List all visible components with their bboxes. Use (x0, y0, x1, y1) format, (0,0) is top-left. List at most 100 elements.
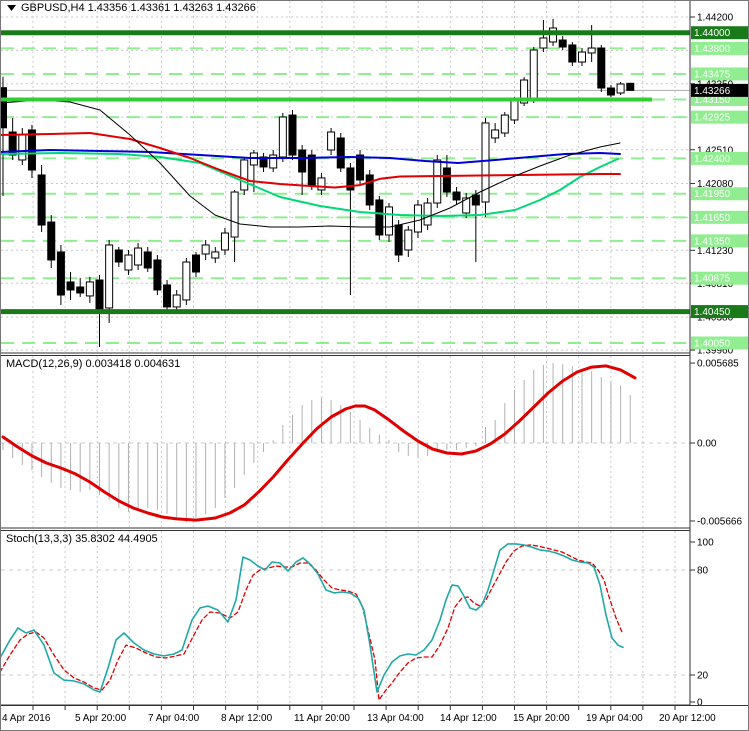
candle-body (375, 199, 384, 236)
candle-body (462, 197, 471, 214)
price-level-badge: 1.43800 (694, 44, 731, 55)
strong-level-badge-bg (691, 26, 748, 40)
candle-body (423, 202, 432, 226)
candle-body (47, 221, 56, 261)
candle-body (404, 229, 413, 251)
candle-body (114, 249, 123, 263)
main-chart-panel[interactable] (0, 0, 691, 354)
candle-body (481, 122, 490, 203)
candle-body (365, 174, 374, 206)
price-level-badge-bg (691, 41, 748, 55)
candle-body (471, 194, 480, 206)
candle-body (452, 191, 461, 201)
price-level-badge-bg (691, 271, 748, 285)
candle-body (278, 116, 287, 158)
price-level-badge-bg (691, 110, 748, 124)
stoch-k-line (0, 543, 624, 693)
candle-body (606, 87, 615, 96)
ma-blue-line (0, 149, 621, 164)
stoch-axis-label: 20 (697, 671, 709, 682)
ma-black-line (0, 99, 621, 228)
price-level-badge: 1.42400 (694, 154, 731, 165)
candle-body (491, 129, 500, 139)
price-level-badge: 1.40875 (694, 274, 731, 285)
time-axis-bg (0, 705, 749, 731)
price-level-badge-bg (691, 187, 748, 201)
time-axis-label: 5 Apr 20:00 (75, 713, 127, 724)
candle-body (317, 177, 326, 191)
stochastic-panel[interactable] (0, 530, 691, 706)
candle-body (298, 149, 307, 173)
price-level-badge: 1.40050 (694, 339, 731, 350)
ma-red-line (0, 132, 621, 189)
price-level-badge: 1.43150 (694, 95, 731, 106)
time-axis-label: 20 Apr 12:00 (659, 713, 716, 724)
price-axis: 1.442001.433501.425101.420801.412301.408… (689, 0, 748, 709)
price-level-badge-bg (691, 67, 748, 81)
candle-body (105, 244, 114, 309)
candle-body (327, 131, 336, 151)
candle-body (356, 154, 365, 181)
candle-body (616, 83, 625, 94)
price-level-badge: 1.43475 (694, 69, 731, 80)
macd-panel-frame (0, 355, 691, 529)
candle-body (269, 154, 278, 169)
strong-level-badge: 1.44000 (694, 28, 731, 39)
macd-axis-label: -0.005666 (697, 517, 742, 528)
candle-body (336, 137, 345, 169)
candle-body (95, 279, 104, 313)
candle-body (76, 286, 85, 294)
candle-body (626, 82, 635, 91)
price-level-badge-bg (691, 210, 748, 224)
time-axis-label: 11 Apr 20:00 (294, 713, 350, 724)
candle-body (259, 156, 268, 168)
price-axis-label: 1.44200 (697, 13, 734, 24)
candle-body (442, 167, 451, 193)
macd-signal-line (1, 364, 637, 522)
price-level-badge-bg (691, 336, 748, 350)
time-axis-label: 14 Apr 12:00 (440, 713, 497, 724)
candle-body (587, 47, 596, 54)
symbol-dropdown-icon[interactable] (7, 5, 16, 11)
candle-body (230, 191, 239, 238)
stoch-panel-frame (0, 530, 691, 706)
candle-body (288, 114, 297, 156)
candle-body (172, 294, 181, 308)
candle-body (0, 87, 7, 129)
candle-body (143, 251, 152, 269)
price-level-badge: 1.41950 (694, 189, 731, 200)
candle-body (163, 284, 172, 308)
candle-body (568, 44, 577, 63)
price-axis-label: 1.39960 (697, 346, 734, 357)
candle-body (394, 224, 403, 256)
price-level-badge: 1.42925 (694, 113, 731, 124)
candle-body (597, 47, 606, 89)
main-panel-frame (0, 0, 691, 354)
price-level-badge: 1.41350 (694, 236, 731, 247)
macd-panel[interactable] (0, 355, 691, 529)
stoch-axis-label: 0 (697, 698, 703, 709)
candle-body (134, 247, 143, 266)
candle-body (500, 114, 509, 134)
current-price-badge: 1.43266 (694, 86, 731, 97)
candle-body (510, 99, 519, 121)
candle-body (307, 154, 316, 186)
candle-body (220, 232, 229, 251)
chart-title: GBPUSD,H4 1.43356 1.43361 1.43263 1.4326… (21, 2, 256, 14)
candle-body (192, 254, 200, 273)
candle-body (153, 259, 162, 291)
strong-level-badge-bg (691, 305, 748, 319)
candle-body (66, 281, 75, 291)
candle-body (8, 131, 17, 156)
macd-axis-label: 0.005685 (697, 359, 739, 370)
price-level-badge-bg (691, 151, 748, 165)
candle-body (558, 39, 567, 48)
candle-body (182, 261, 191, 301)
candle-body (413, 204, 422, 233)
stoch-header: Stoch(13,3,3) 35.8302 44.4905 (6, 533, 158, 545)
price-level-badge: 1.41650 (694, 213, 731, 224)
price-axis-label: 1.42080 (697, 179, 734, 190)
